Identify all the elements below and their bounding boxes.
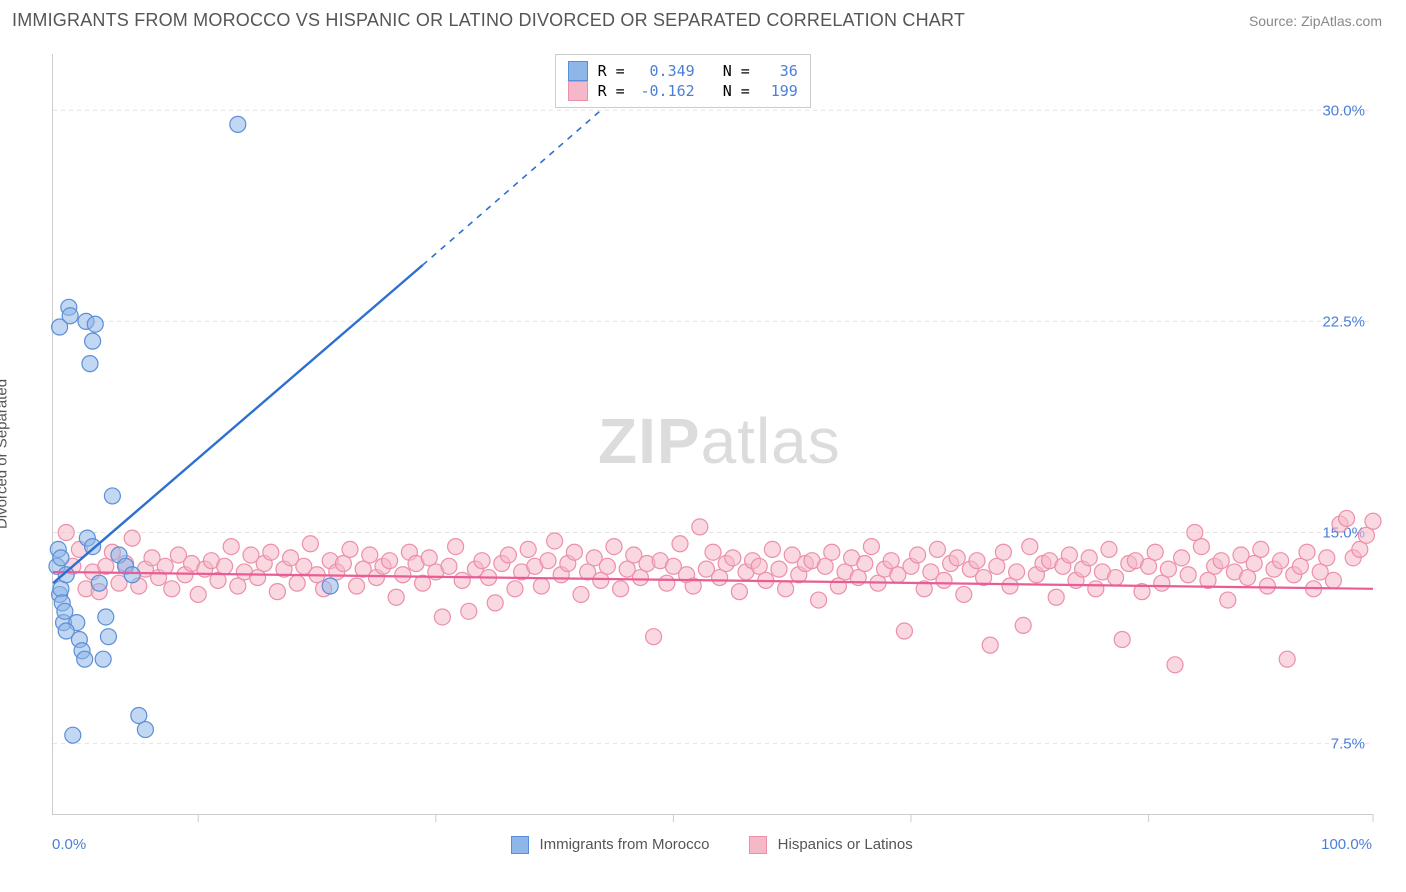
chart-title: IMMIGRANTS FROM MOROCCO VS HISPANIC OR L… [12, 10, 965, 31]
stats-legend-box: R = 0.349 N = 36R = -0.162 N = 199 [555, 54, 811, 108]
stats-row: R = -0.162 N = 199 [568, 81, 798, 101]
chart-header: IMMIGRANTS FROM MOROCCO VS HISPANIC OR L… [0, 0, 1406, 37]
plot-area: 7.5%15.0%22.5%30.0% ZIPatlas R = 0.349 N… [52, 54, 1373, 815]
legend-label-hispanic: Hispanics or Latinos [778, 836, 913, 853]
legend-item-hispanic: Hispanics or Latinos [749, 836, 912, 854]
scatter-svg: 7.5%15.0%22.5%30.0% [53, 54, 1373, 814]
svg-text:22.5%: 22.5% [1322, 313, 1365, 330]
svg-text:7.5%: 7.5% [1331, 736, 1365, 753]
source-label: Source: ZipAtlas.com [1249, 13, 1382, 29]
legend-swatch-morocco [511, 836, 529, 854]
y-axis-label: Divorced or Separated [0, 379, 11, 529]
legend-item-morocco: Immigrants from Morocco [511, 836, 709, 854]
legend-swatch-hispanic [749, 836, 767, 854]
stats-row: R = 0.349 N = 36 [568, 61, 798, 81]
bottom-legend: Immigrants from Morocco Hispanics or Lat… [52, 836, 1372, 854]
chart-container: Divorced or Separated 7.5%15.0%22.5%30.0… [12, 44, 1392, 864]
svg-text:30.0%: 30.0% [1322, 102, 1365, 119]
legend-label-morocco: Immigrants from Morocco [539, 836, 709, 853]
